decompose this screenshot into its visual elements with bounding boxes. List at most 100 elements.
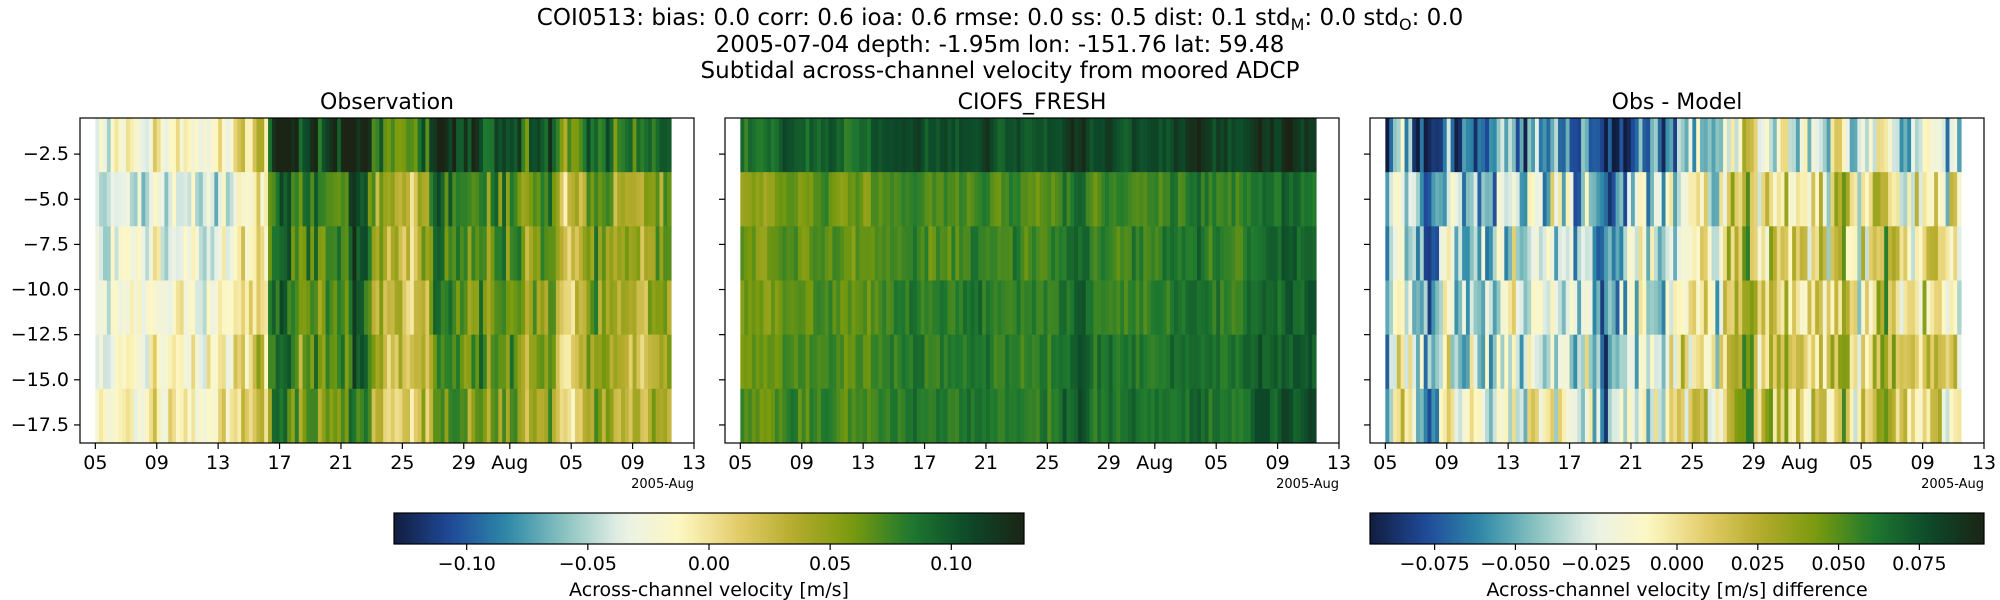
heatmap-cell [502,388,507,443]
heatmap-cell [1458,280,1463,336]
heatmap-cell [970,388,976,443]
heatmap-cell [575,172,580,227]
heatmap-cell [901,226,906,281]
heatmap-cell [1788,280,1793,336]
heatmap-cell [878,172,883,227]
heatmap-cell [755,118,761,173]
heatmap-cell [1300,334,1306,390]
heatmap-cell [1696,172,1701,227]
heatmap-cell [1101,118,1106,173]
heatmap-cell [1223,118,1229,173]
heatmap-cell [440,118,446,173]
heatmap-cell [1185,334,1190,390]
heatmap-cell [1842,172,1847,227]
heatmap-cell [636,118,641,173]
heatmap-cell [505,334,511,390]
heatmap-cell [1465,280,1471,336]
heatmap-cell [1726,334,1732,390]
heatmap-cell [1911,118,1916,173]
heatmap-cell [1047,172,1052,227]
heatmap-cell [1880,172,1885,227]
heatmap-cell [1047,388,1052,443]
heatmap-cell [628,280,634,336]
heatmap-cell [1895,280,1901,336]
heatmap-cell [555,280,561,336]
heatmap-cell [283,388,288,443]
heatmap-cell [1170,388,1175,443]
heatmap-cell [878,388,883,443]
heatmap-cell [490,172,496,227]
heatmap-cell [494,388,499,443]
heatmap-cell [1231,280,1236,336]
heatmap-cell [1020,334,1025,390]
heatmap-cell [1062,388,1068,443]
heatmap-cell [1815,226,1820,281]
heatmap-cell [771,118,776,173]
heatmap-cell [1957,280,1962,336]
heatmap-cell [532,280,538,336]
heatmap-cell [1166,334,1171,390]
heatmap-cell [1941,118,1947,173]
heatmap-cell [1934,388,1939,443]
heatmap-cell [1492,172,1498,227]
heatmap-cell [536,334,542,390]
heatmap-cell [1028,280,1033,336]
heatmap-cell [287,118,292,173]
heatmap-cell [1550,118,1555,173]
heatmap-cell [1081,172,1087,227]
heatmap-cell [1903,118,1908,173]
heatmap-cell [528,280,534,336]
heatmap-cell [621,118,626,173]
heatmap-cell [187,280,192,336]
heatmap-cell [1523,172,1528,227]
heatmap-cell [421,280,426,336]
heatmap-cell [598,172,603,227]
heatmap-cell [1458,388,1463,443]
heatmap-cell [459,280,465,336]
heatmap-cell [901,280,906,336]
heatmap-cell [398,280,403,336]
heatmap-cell [1899,226,1905,281]
heatmap-cell [1607,172,1613,227]
heatmap-cell [298,118,304,173]
heatmap-cell [1393,334,1398,390]
heatmap-cell [444,226,449,281]
heatmap-cell [586,226,591,281]
heatmap-cell [916,334,922,390]
heatmap-cell [1112,172,1118,227]
x-tick-label: 13 [682,452,706,474]
heatmap-cell [1135,172,1141,227]
heatmap-cell [233,226,238,281]
heatmap-cell [1508,388,1513,443]
heatmap-cell [955,388,960,443]
heatmap-cell [210,226,215,281]
heatmap-cell [548,334,553,390]
heatmap-cell [955,118,960,173]
heatmap-cell [1684,172,1690,227]
heatmap-cell [609,334,615,390]
heatmap-cell [1577,172,1582,227]
heatmap-cell [1957,388,1962,443]
heatmap-cell [314,226,319,281]
heatmap-cell [632,172,638,227]
heatmap-cell [1116,118,1121,173]
heatmap-cell [1258,226,1263,281]
heatmap-cell [1496,118,1502,173]
heatmap-cell [1581,172,1586,227]
heatmap-cell [955,280,960,336]
heatmap-cell [1124,280,1129,336]
heatmap-cell [1020,118,1025,173]
heatmap-cell [294,172,300,227]
heatmap-cell [563,334,568,390]
heatmap-cell [406,226,411,281]
heatmap-cell [1623,280,1628,336]
heatmap-cell [1089,388,1094,443]
heatmap-cell [198,334,204,390]
heatmap-cell [306,334,311,390]
heatmap-cell [467,334,473,390]
heatmap-cell [640,118,645,173]
heatmap-cell [805,118,811,173]
heatmap-cell [1124,388,1129,443]
heatmap-cell [1273,172,1279,227]
